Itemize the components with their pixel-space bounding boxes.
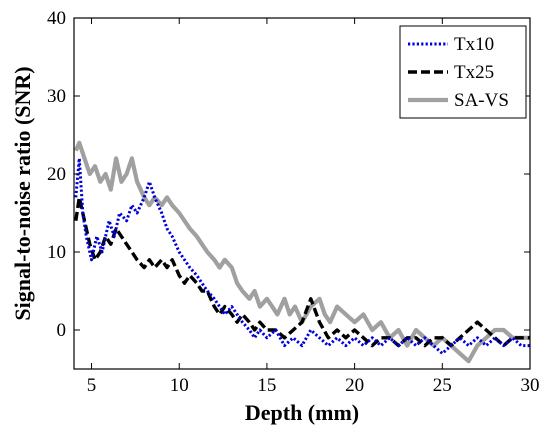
x-tick-label: 20 <box>345 375 364 396</box>
x-tick-label: 15 <box>257 375 276 396</box>
legend: Tx10 Tx25 SA-VS <box>399 25 527 119</box>
x-axis: 5 10 15 20 25 30 <box>87 18 540 396</box>
x-tick-label: 10 <box>170 375 189 396</box>
series-line-tx25 <box>74 195 530 348</box>
series-layer <box>74 140 530 364</box>
y-tick-label: 20 <box>47 164 66 185</box>
y-axis: 0 10 20 30 40 <box>47 8 530 341</box>
series-line-tx10 <box>74 156 530 355</box>
plot-frame <box>73 17 531 370</box>
y-tick-label: 10 <box>47 242 66 263</box>
legend-label: SA-VS <box>454 90 509 111</box>
legend-label: Tx25 <box>454 62 494 83</box>
x-axis-title: Depth (mm) <box>245 400 359 425</box>
x-tick-label: 5 <box>87 375 97 396</box>
series-line-sa-vs <box>74 140 530 364</box>
y-axis-title: Signal-to-noise ratio (SNR) <box>10 66 35 320</box>
legend-label: Tx10 <box>454 34 494 55</box>
x-tick-label: 30 <box>521 375 540 396</box>
x-tick-label: 25 <box>433 375 452 396</box>
y-tick-label: 0 <box>57 320 67 341</box>
y-tick-label: 30 <box>47 86 66 107</box>
y-tick-label: 40 <box>47 8 66 29</box>
